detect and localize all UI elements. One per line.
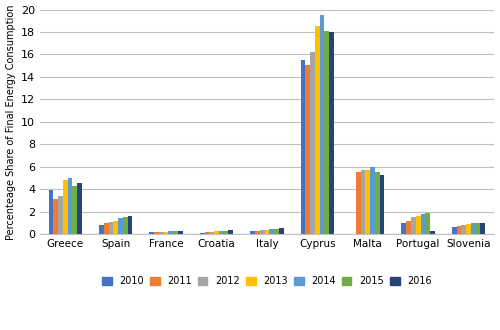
Bar	[406, 220, 411, 234]
Bar	[99, 225, 103, 234]
Bar	[68, 178, 72, 234]
Bar	[480, 223, 486, 234]
Bar	[430, 231, 435, 234]
Bar	[380, 175, 384, 234]
Bar	[356, 172, 360, 234]
Legend: 2010, 2011, 2012, 2013, 2014, 2015, 2016: 2010, 2011, 2012, 2013, 2014, 2015, 2016	[98, 273, 436, 290]
Bar	[224, 231, 228, 234]
Bar	[164, 232, 168, 234]
Bar	[370, 167, 375, 234]
Bar	[279, 228, 283, 234]
Bar	[204, 232, 210, 234]
Bar	[452, 227, 456, 234]
Bar	[159, 232, 164, 234]
Bar	[228, 230, 234, 234]
Bar	[48, 190, 54, 234]
Bar	[260, 230, 264, 234]
Bar	[420, 214, 426, 234]
Bar	[214, 231, 219, 234]
Bar	[330, 32, 334, 234]
Bar	[270, 229, 274, 234]
Bar	[366, 170, 370, 234]
Bar	[360, 170, 366, 234]
Bar	[300, 60, 306, 234]
Bar	[210, 232, 214, 234]
Bar	[154, 232, 159, 234]
Bar	[108, 222, 114, 234]
Bar	[72, 186, 78, 234]
Bar	[306, 65, 310, 234]
Bar	[63, 180, 68, 234]
Bar	[255, 231, 260, 234]
Bar	[462, 225, 466, 234]
Bar	[324, 31, 330, 234]
Bar	[456, 226, 462, 234]
Bar	[78, 183, 82, 234]
Bar	[104, 223, 108, 234]
Bar	[264, 229, 270, 234]
Bar	[174, 231, 178, 234]
Bar	[128, 216, 132, 234]
Bar	[114, 220, 118, 234]
Bar	[476, 223, 480, 234]
Bar	[200, 233, 204, 234]
Bar	[375, 172, 380, 234]
Bar	[426, 213, 430, 234]
Bar	[58, 196, 63, 234]
Bar	[274, 229, 279, 234]
Bar	[466, 224, 471, 234]
Y-axis label: Percenteage Share of Final Energy Consumption: Percenteage Share of Final Energy Consum…	[6, 4, 16, 240]
Bar	[315, 26, 320, 234]
Bar	[471, 223, 476, 234]
Bar	[320, 15, 324, 234]
Bar	[411, 217, 416, 234]
Bar	[150, 232, 154, 234]
Bar	[402, 223, 406, 234]
Bar	[250, 231, 255, 234]
Bar	[219, 231, 224, 234]
Bar	[168, 231, 173, 234]
Bar	[178, 231, 183, 234]
Bar	[123, 217, 128, 234]
Bar	[310, 52, 315, 234]
Bar	[54, 199, 58, 234]
Bar	[118, 218, 123, 234]
Bar	[416, 216, 420, 234]
